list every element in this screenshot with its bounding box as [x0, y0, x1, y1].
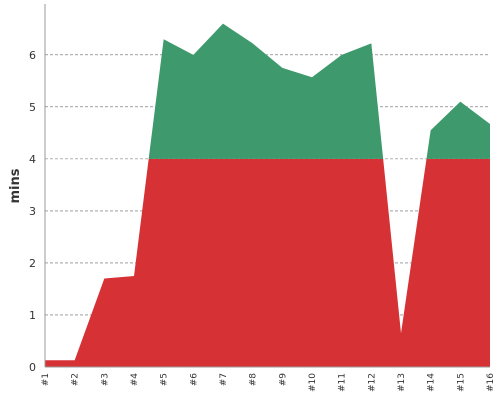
y-tick-label: 6: [29, 49, 36, 62]
y-axis-label: mins: [8, 168, 23, 203]
area-above-threshold: [148, 23, 490, 159]
x-tick-label: #12: [367, 373, 377, 392]
x-tick-label: #13: [397, 373, 407, 392]
y-tick-labels: 0 1 2 3 4 5 6: [29, 49, 36, 374]
area-below-threshold: [45, 158, 490, 367]
x-tick-label: #7: [219, 373, 229, 386]
axes: [44, 4, 490, 368]
x-tick-label: #10: [308, 373, 318, 392]
y-tick-label: 5: [29, 101, 36, 114]
y-tick-label: 1: [29, 309, 36, 322]
x-tick-label: #4: [130, 373, 140, 387]
y-tick-label: 4: [29, 153, 36, 166]
x-tick-label: #1: [41, 373, 51, 386]
y-tick-label: 0: [29, 361, 36, 374]
x-tick-label: #8: [249, 373, 259, 387]
x-tick-label: #3: [100, 373, 110, 386]
y-tick-label: 3: [29, 205, 36, 218]
x-tick-label: #2: [71, 373, 81, 386]
x-tick-label: #5: [160, 373, 170, 386]
x-tick-label: #9: [278, 373, 288, 387]
x-tick-label: #14: [427, 373, 437, 392]
x-tick-label: #15: [456, 373, 466, 392]
y-tick-label: 2: [29, 257, 36, 270]
x-tick-label: #11: [338, 373, 348, 392]
x-tick-label: #6: [189, 373, 199, 387]
x-tick-labels: #1 #2 #3 #4 #5 #6 #7 #8 #9 #10 #11 #12 #13 #14 #15 #16: [41, 373, 496, 392]
x-tick-label: #16: [486, 373, 496, 392]
